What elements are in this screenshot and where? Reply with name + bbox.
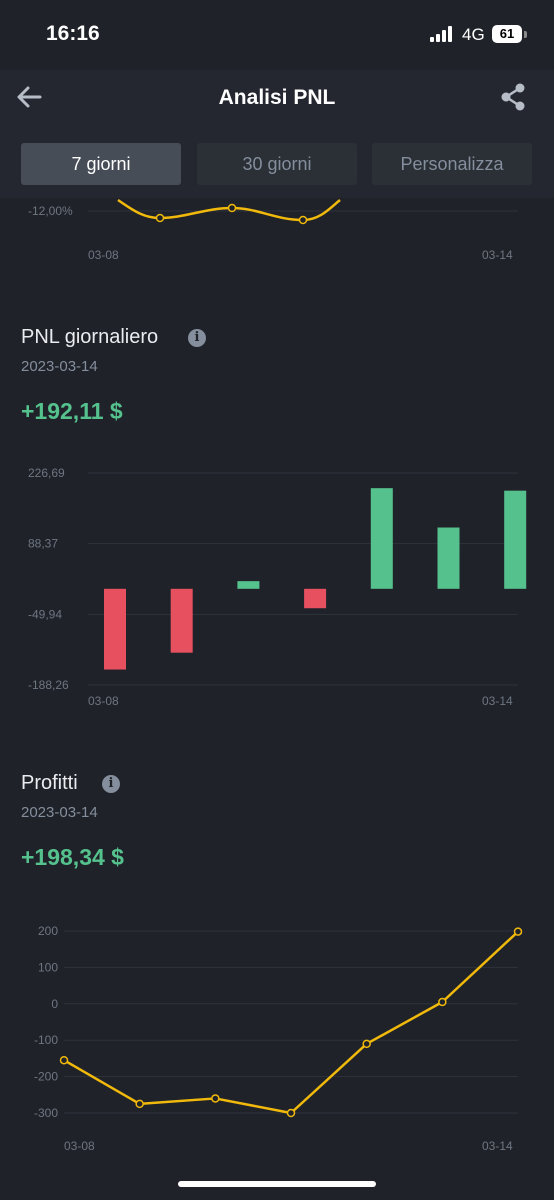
y-tick-label: 0 — [51, 997, 58, 1011]
bar — [237, 581, 260, 589]
period-tabs: 7 giorni 30 giorni Personalizza — [0, 128, 554, 198]
tab-30-days[interactable]: 30 giorni — [197, 143, 357, 185]
data-point — [135, 1099, 144, 1109]
profits-line — [63, 930, 519, 1115]
back-arrow-icon[interactable] — [14, 82, 44, 112]
daily-pnl-value: +192,11 $ — [21, 398, 123, 424]
status-bar: 16:16 4G 61 — [0, 0, 554, 70]
y-tick-label: 88,37 — [28, 537, 58, 551]
bar — [304, 588, 327, 609]
data-point — [59, 1055, 69, 1065]
battery-tip — [524, 31, 527, 38]
daily-pnl-date: 2023-03-14 — [21, 358, 98, 375]
pnl-percent-chart: -12,00% 03-08 03-14 — [28, 198, 518, 262]
info-icon[interactable]: i — [102, 775, 120, 793]
bar — [104, 588, 126, 670]
x-tick-label: 03-08 — [88, 694, 119, 708]
data-point — [227, 203, 237, 213]
data-point — [513, 927, 523, 936]
data-point — [286, 1108, 296, 1118]
y-tick-label: 226,69 — [28, 466, 65, 480]
bar — [170, 588, 193, 653]
share-icon[interactable] — [498, 82, 528, 112]
page-title: Analisi PNL — [218, 86, 336, 109]
battery-icon: 61 — [492, 25, 522, 43]
x-tick-label: 03-14 — [482, 248, 513, 262]
bar — [437, 527, 460, 589]
x-tick-label: 03-08 — [64, 1139, 95, 1153]
y-tick-label: -188,26 — [28, 678, 69, 692]
status-time: 16:16 — [46, 22, 100, 45]
profits-value: +198,34 $ — [21, 844, 124, 870]
y-tick-label: 200 — [38, 924, 58, 938]
data-point — [438, 997, 447, 1007]
bar — [504, 490, 527, 589]
y-tick-label: -200 — [34, 1070, 58, 1084]
tab-custom[interactable]: Personalizza — [372, 143, 532, 185]
y-tick-label: -12,00% — [28, 204, 73, 218]
y-tick-label: -49,94 — [28, 607, 62, 621]
profits-title: Profitti — [21, 772, 78, 794]
x-tick-label: 03-14 — [482, 1139, 513, 1153]
x-tick-label: 03-08 — [88, 248, 119, 262]
y-tick-label: 100 — [38, 960, 58, 974]
y-tick-label: -300 — [34, 1106, 58, 1120]
data-point — [298, 215, 308, 225]
data-point — [155, 213, 165, 223]
daily-pnl-title: PNL giornaliero — [21, 326, 159, 348]
profits-date: 2023-03-14 — [21, 804, 98, 821]
daily-pnl-chart: 226,69 88,37 -49,94 -188,26 03-08 03-14 — [28, 466, 527, 708]
home-indicator — [178, 1181, 376, 1187]
data-point — [362, 1039, 371, 1049]
app-header: Analisi PNL — [0, 70, 554, 128]
profits-chart: 200 100 0 -100 -200 -300 03-08 03-14 — [34, 924, 523, 1153]
info-icon[interactable]: i — [188, 329, 206, 347]
network-type: 4G — [462, 25, 485, 44]
tab-7-days[interactable]: 7 giorni — [21, 143, 181, 185]
data-point — [211, 1094, 220, 1103]
bar — [370, 488, 393, 589]
signal-icon — [430, 26, 456, 42]
y-tick-label: -100 — [34, 1033, 58, 1047]
x-tick-label: 03-14 — [482, 694, 513, 708]
